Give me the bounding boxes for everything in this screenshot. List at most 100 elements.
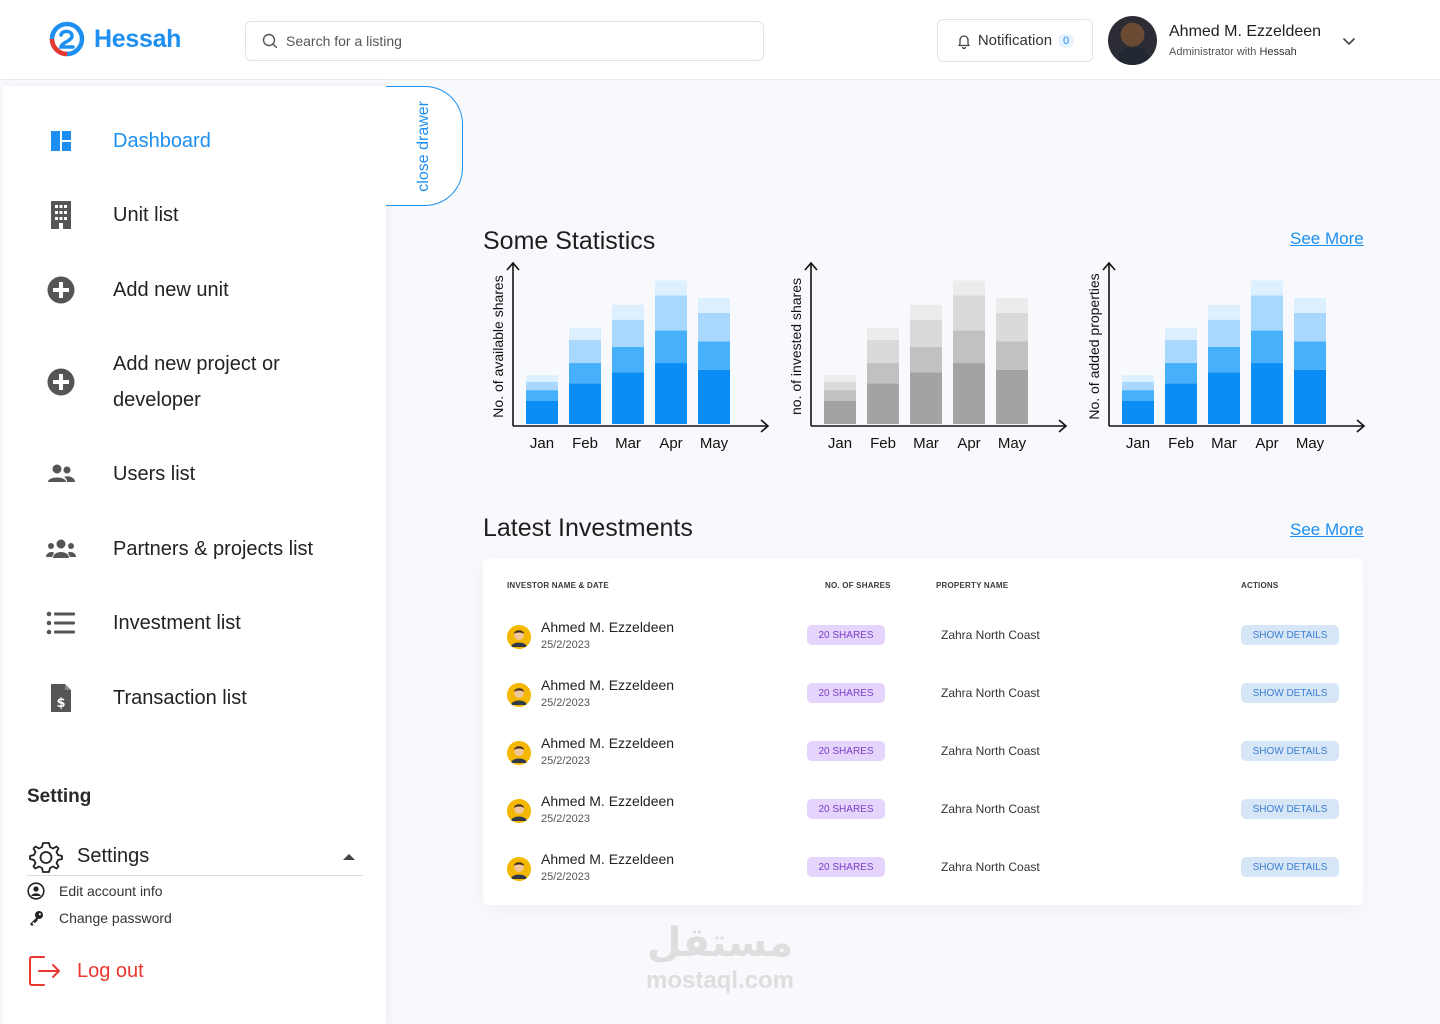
bar-segment xyxy=(1294,369,1326,424)
dashboard-icon xyxy=(45,125,77,157)
bar-segment xyxy=(698,298,730,313)
search-input[interactable] xyxy=(286,33,706,49)
x-tick-label: Feb xyxy=(870,435,896,452)
x-tick-label: Jan xyxy=(1126,435,1150,452)
bar-segment xyxy=(569,363,601,384)
bar-segment xyxy=(996,369,1028,424)
column-header-shares: NO. OF SHARES xyxy=(825,581,891,590)
bar-segment xyxy=(1251,295,1283,331)
bar-segment xyxy=(1208,372,1240,424)
logout-button[interactable]: Log out xyxy=(27,954,144,988)
table-row: Ahmed M. Ezzeldeen 25/2/2023 20 SHARES Zahr… xyxy=(483,848,1363,888)
plus-circle-icon xyxy=(45,366,77,398)
search-bar[interactable] xyxy=(245,21,764,61)
invoice-icon: $ xyxy=(45,682,77,714)
close-drawer-label: close drawer xyxy=(415,100,432,192)
bar-segment xyxy=(1294,341,1326,370)
show-details-button[interactable]: SHOW DETAILS xyxy=(1241,683,1339,703)
user-role-org: Hessah xyxy=(1259,46,1297,58)
bar-segment xyxy=(1294,312,1326,342)
notification-button[interactable]: Notification 0 xyxy=(937,19,1093,62)
chart-svg: No. of available shares Jan Feb Mar Apr May xyxy=(490,261,770,452)
x-tick-label: Feb xyxy=(1168,435,1194,452)
bar-segment xyxy=(526,390,558,401)
sidebar-item-label: Add new project or developer xyxy=(113,353,280,411)
sidebar-item-add-project[interactable]: Add new project or developer xyxy=(3,346,386,418)
sidebar-item-dashboard[interactable]: Dashboard xyxy=(3,123,386,159)
table-row: Ahmed M. Ezzeldeen 25/2/2023 20 SHARES Zahr… xyxy=(483,790,1363,830)
bar-segment xyxy=(612,346,644,373)
app-name: Hessah xyxy=(94,24,182,53)
chevron-down-icon[interactable] xyxy=(1341,33,1357,49)
logout-icon xyxy=(29,956,60,986)
statistics-see-more-link[interactable]: See More xyxy=(1290,229,1364,248)
show-details-button[interactable]: SHOW DETAILS xyxy=(1241,741,1339,761)
bar-segment xyxy=(867,327,899,341)
edit-account-label: Edit account info xyxy=(59,883,163,899)
sidebar-item-unit-list[interactable]: Unit list xyxy=(3,197,386,233)
investments-see-more-link[interactable]: See More xyxy=(1290,520,1364,539)
investment-date: 25/2/2023 xyxy=(541,639,590,651)
sidebar-item-label: Dashboard xyxy=(113,130,211,152)
group-icon xyxy=(45,533,77,565)
table-row: Ahmed M. Ezzeldeen 25/2/2023 20 SHARES Zahr… xyxy=(483,674,1363,714)
bar-segment xyxy=(996,298,1028,313)
settings-label: Settings xyxy=(77,845,150,867)
show-details-button[interactable]: SHOW DETAILS xyxy=(1241,625,1339,645)
setting-section-heading: Setting xyxy=(27,786,92,807)
sidebar-item-add-new-unit[interactable]: Add new unit xyxy=(3,272,386,308)
app-logo[interactable]: Hessah xyxy=(48,20,181,58)
column-header-investor: INVESTOR NAME & DATE xyxy=(507,581,609,590)
edit-account-info-link[interactable]: Edit account info xyxy=(27,882,163,900)
available-shares-chart: No. of available shares Jan Feb Mar Apr May xyxy=(484,255,784,460)
investments-table: INVESTOR NAME & DATE NO. OF SHARES PROPE… xyxy=(483,558,1363,905)
x-tick-label: Mar xyxy=(913,435,939,452)
investment-date: 25/2/2023 xyxy=(541,697,590,709)
bar-segment xyxy=(1122,375,1154,383)
bar-segment xyxy=(953,295,985,331)
show-details-button[interactable]: SHOW DETAILS xyxy=(1241,857,1339,877)
x-tick-label: May xyxy=(998,435,1027,452)
sidebar-item-transaction-list[interactable]: $ Transaction list xyxy=(3,680,386,716)
logout-label: Log out xyxy=(77,959,144,982)
sidebar-item-label: Partners & projects list xyxy=(113,538,314,560)
bell-icon xyxy=(958,34,970,49)
y-axis-label: no. of invested shares xyxy=(788,278,804,415)
shares-badge: 20 SHARES xyxy=(807,857,885,877)
bar-segment xyxy=(1251,280,1283,296)
user-profile-menu[interactable]: Ahmed M. Ezzeldeen Administrator with He… xyxy=(1108,16,1357,65)
y-axis-label: No. of added properties xyxy=(1086,273,1102,419)
gear-icon xyxy=(29,841,63,873)
change-password-link[interactable]: Change password xyxy=(27,909,172,927)
bar-segment xyxy=(1122,390,1154,401)
bar-segment xyxy=(953,363,985,424)
bar-segment xyxy=(569,340,601,364)
investor-name: Ahmed M. Ezzeldeen xyxy=(541,677,675,693)
sidebar-item-investment-list[interactable]: Investment list xyxy=(3,605,386,641)
close-drawer-button[interactable]: close drawer xyxy=(386,86,463,206)
top-header: Hessah Notification 0 Ahmed M. Ezzeldeen… xyxy=(0,0,1440,80)
sidebar-item-partners-projects[interactable]: Partners & projects list xyxy=(3,531,386,567)
table-row: Ahmed M. Ezzeldeen 25/2/2023 20 SHARES Zahr… xyxy=(483,616,1363,656)
bar-segment xyxy=(1165,340,1197,364)
x-tick-label: Jan xyxy=(530,435,554,452)
user-avatar xyxy=(1108,16,1157,65)
column-header-actions: ACTIONS xyxy=(1241,581,1279,590)
building-icon xyxy=(45,199,77,231)
sidebar-item-users-list[interactable]: Users list xyxy=(3,456,386,492)
bar-segment xyxy=(910,304,942,320)
notification-label: Notification xyxy=(977,32,1053,49)
settings-dropdown[interactable]: Settings xyxy=(27,838,363,876)
x-axis-arrow xyxy=(760,419,770,433)
property-name: Zahra North Coast xyxy=(941,744,1040,758)
bar-segment xyxy=(698,369,730,424)
table-row: Ahmed M. Ezzeldeen 25/2/2023 20 SHARES Zahr… xyxy=(483,732,1363,772)
bar-segment xyxy=(867,383,899,424)
bar-segment xyxy=(1294,298,1326,313)
bar-segment xyxy=(824,382,856,391)
x-tick-label: May xyxy=(1296,435,1325,452)
show-details-button[interactable]: SHOW DETAILS xyxy=(1241,799,1339,819)
bar-segment xyxy=(612,304,644,320)
property-name: Zahra North Coast xyxy=(941,628,1040,642)
notification-count-badge: 0 xyxy=(1058,33,1075,48)
